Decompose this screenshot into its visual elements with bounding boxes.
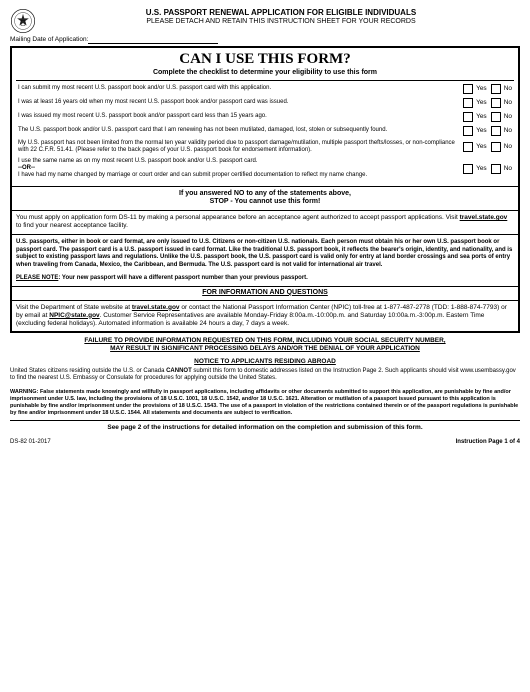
check6a: I use the same name as on my most recent… xyxy=(18,158,257,164)
failure-line2: MAY RESULT IN SIGNIFICANT PROCESSING DEL… xyxy=(110,345,420,352)
checkbox-yes[interactable] xyxy=(463,84,473,94)
stop-line2: STOP - You cannot use this form! xyxy=(210,198,321,205)
checklist-row: I can submit my most recent U.S. passpor… xyxy=(16,82,514,96)
footer: DS-82 01-2017 Instruction Page 1 of 4 xyxy=(10,439,520,447)
info-title-text: FOR INFORMATION AND QUESTIONS xyxy=(202,289,328,296)
can-subtitle: Complete the checklist to determine your… xyxy=(16,69,514,78)
checkbox-no[interactable] xyxy=(491,164,501,174)
no-label: No xyxy=(504,165,512,173)
checkbox-yes[interactable] xyxy=(463,98,473,108)
no-label: No xyxy=(504,99,512,107)
check-text: I was issued my most recent U.S. passpor… xyxy=(18,113,459,120)
see-page-2: See page 2 of the instructions for detai… xyxy=(10,420,520,432)
check-text: I use the same name as on my most recent… xyxy=(18,158,459,180)
check-text: The U.S. passport book and/or U.S. passp… xyxy=(18,127,459,134)
travel-link[interactable]: travel.state.gov xyxy=(132,304,180,311)
abroad-a: United States citizens residing outside … xyxy=(10,368,166,374)
yes-label: Yes xyxy=(476,165,487,173)
checkbox-no[interactable] xyxy=(491,98,501,108)
page-indicator: Instruction Page 1 of 4 xyxy=(456,439,520,447)
checkbox-yes[interactable] xyxy=(463,126,473,136)
check-text: I can submit my most recent U.S. passpor… xyxy=(18,85,459,92)
no-label: No xyxy=(504,85,512,93)
info-title: FOR INFORMATION AND QUESTIONS xyxy=(12,286,518,301)
header: U.S. PASSPORT RENEWAL APPLICATION FOR EL… xyxy=(10,8,520,34)
checklist-row: The U.S. passport book and/or U.S. passp… xyxy=(16,124,514,138)
please-note: PLEASE NOTE: Your new passport will have… xyxy=(12,272,518,286)
yes-label: Yes xyxy=(476,113,487,121)
divider xyxy=(12,234,518,235)
failure-line1: FAILURE TO PROVIDE INFORMATION REQUESTED… xyxy=(84,337,445,344)
info-a: Visit the Department of State website at xyxy=(16,304,132,311)
no-label: No xyxy=(504,127,512,135)
or-label: --OR-- xyxy=(18,165,35,171)
checkbox-yes[interactable] xyxy=(463,142,473,152)
please-note-text: : Your new passport will have a differen… xyxy=(58,275,308,281)
can-title: CAN I USE THIS FORM? xyxy=(16,50,514,69)
yes-label: Yes xyxy=(476,99,487,107)
mailing-date: Mailing Date of Application: xyxy=(10,36,520,44)
warning-paragraph: WARNING: False statements made knowingly… xyxy=(10,389,520,417)
info-paragraph: Visit the Department of State website at… xyxy=(12,301,518,331)
cannot-label: CANNOT xyxy=(166,368,192,374)
page: U.S. PASSPORT RENEWAL APPLICATION FOR EL… xyxy=(0,0,530,692)
checkbox-no[interactable] xyxy=(491,112,501,122)
mailing-label: Mailing Date of Application: xyxy=(10,36,88,43)
header-text: U.S. PASSPORT RENEWAL APPLICATION FOR EL… xyxy=(42,8,520,27)
header-title: U.S. PASSPORT RENEWAL APPLICATION FOR EL… xyxy=(42,8,520,18)
checkbox-no[interactable] xyxy=(491,126,501,136)
please-note-label: PLEASE NOTE xyxy=(16,275,58,281)
header-subtitle: PLEASE DETACH AND RETAIN THIS INSTRUCTIO… xyxy=(42,18,520,27)
checklist-row: I was issued my most recent U.S. passpor… xyxy=(16,110,514,124)
no-label: No xyxy=(504,113,512,121)
checkbox-no[interactable] xyxy=(491,142,501,152)
us-seal-icon xyxy=(10,8,36,34)
checklist-row: My U.S. passport has not been limited fr… xyxy=(16,138,514,156)
checkbox-no[interactable] xyxy=(491,84,501,94)
failure-notice: FAILURE TO PROVIDE INFORMATION REQUESTED… xyxy=(10,337,520,354)
abroad-notice-title: NOTICE TO APPLICANTS RESIDING ABROAD xyxy=(10,358,520,366)
yes-label: Yes xyxy=(476,127,487,135)
yes-label: Yes xyxy=(476,85,487,93)
warning-label: WARNING: xyxy=(10,389,38,395)
ds11-a: You must apply on application form DS-11… xyxy=(16,214,460,221)
checklist-row: I use the same name as on my most recent… xyxy=(16,156,514,182)
issuance-paragraph: U.S. passports, either in book or card f… xyxy=(12,236,518,272)
stop-band: If you answered NO to any of the stateme… xyxy=(12,186,518,212)
checklist-row: I was at least 16 years old when my most… xyxy=(16,96,514,110)
mailing-blank-line[interactable] xyxy=(88,43,218,44)
yes-label: Yes xyxy=(476,143,487,151)
checkbox-yes[interactable] xyxy=(463,112,473,122)
ds11-paragraph: You must apply on application form DS-11… xyxy=(12,211,518,233)
check6b: I have had my name changed by marriage o… xyxy=(18,172,367,178)
form-id: DS-82 01-2017 xyxy=(10,439,51,447)
check-text: My U.S. passport has not been limited fr… xyxy=(18,140,459,154)
no-label: No xyxy=(504,143,512,151)
ds11-b: to find your nearest acceptance facility… xyxy=(16,222,128,229)
divider xyxy=(16,80,514,81)
stop-line1: If you answered NO to any of the stateme… xyxy=(179,190,351,197)
main-box: CAN I USE THIS FORM? Complete the checkl… xyxy=(10,46,520,333)
abroad-notice-body: United States citizens residing outside … xyxy=(10,366,520,385)
checkbox-yes[interactable] xyxy=(463,164,473,174)
travel-link[interactable]: travel.state.gov xyxy=(460,214,508,221)
warning-body: False statements made knowingly and will… xyxy=(10,389,518,416)
npic-email-link[interactable]: NPIC@state.gov xyxy=(49,312,99,319)
check-text: I was at least 16 years old when my most… xyxy=(18,99,459,106)
